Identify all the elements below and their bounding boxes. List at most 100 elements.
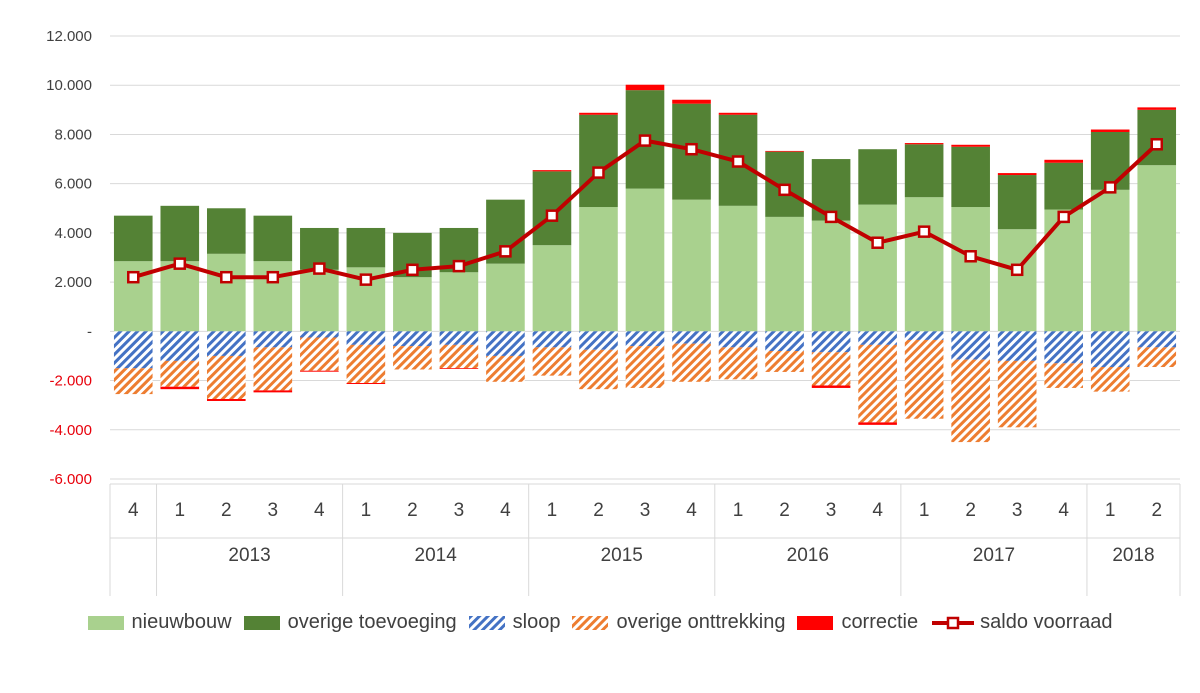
bar-overige-toevoeging [1090,131,1130,190]
quarter-label: 1 [361,500,372,521]
saldo-voorraad-point [871,236,884,249]
bar-correctie [300,370,339,372]
y-axis-ticks: 12.000 10.000 8.000 6.000 4.000 2.000 - -2.000 -… [46,28,92,488]
bar-overige-onttrekking [579,349,618,390]
quarter-label: 2 [1151,500,1162,521]
bar-overige-onttrekking [439,344,479,369]
y-tick-label: 2.000 [54,274,92,291]
quarter-label: 2 [593,500,604,521]
y-tick-label: 10.000 [46,77,92,94]
bar-overige-onttrekking [1137,347,1177,368]
bar-overige-onttrekking [300,337,339,371]
y-tick-label: -4.000 [49,422,92,439]
bar-overige-onttrekking [206,355,246,400]
quarter-label: 3 [826,500,837,521]
stacked-bar-chart: 12.000 10.000 8.000 6.000 4.000 2.000 - -2.000 -… [46,28,1181,596]
saldo-voorraad-point [1103,181,1117,194]
saldo-voorraad-point [1057,210,1070,224]
year-label: 2014 [415,545,458,566]
legend-label: overige onttrekking [616,611,786,633]
quarter-label: 2 [965,500,976,521]
bar-overige-toevoeging [346,227,386,268]
bar-sloop [1044,331,1084,364]
bar-overige-onttrekking [858,344,897,423]
year-label: 2018 [1112,545,1154,566]
quarter-label: 1 [547,500,558,521]
bar-overige-toevoeging [904,144,944,198]
bar-nieuwbouw [811,220,851,332]
bar-sloop [160,331,200,361]
category-axis: 4 1 2 3 4 1 2 3 4 1 2 3 4 1 2 3 4 1 2 3 4 1 2 2013 2014 2015 2016 2… [109,483,1181,596]
bar-nieuwbouw [951,207,990,332]
quarter-label: 4 [314,500,325,521]
saldo-voorraad-point [127,270,140,284]
bar-sloop [346,331,386,345]
bar-sloop [486,331,525,356]
saldo-voorraad-point [359,273,373,286]
saldo-voorraad-point [220,270,233,284]
quarter-label: 1 [919,500,930,521]
bar-nieuwbouw [1044,209,1084,332]
bar-correctie [1090,129,1130,132]
quarter-label: 4 [686,500,697,521]
legend-item-nieuwbouw: nieuwbouw [87,611,232,634]
bar-overige-onttrekking [625,346,665,388]
saldo-voorraad-point [545,209,559,222]
bar-correctie [951,144,990,147]
bar-overige-onttrekking [672,343,711,382]
legend: nieuwbouw overige toevoeging sloop overige … [0,611,1200,634]
bar-correctie [672,99,711,104]
bar-correctie [625,84,665,91]
bar-sloop [300,331,339,338]
saldo-voorraad-point [1010,263,1024,277]
year-label: 2016 [787,545,829,566]
bar-overige-onttrekking [393,346,432,370]
saldo-voorraad-point [917,225,931,238]
legend-swatch [87,615,124,630]
saldo-voorraad-point [592,166,605,179]
bar-overige-onttrekking [532,347,572,376]
bar-nieuwbouw [206,253,246,332]
saldo-voorraad-point [266,270,280,284]
legend-label: sloop [512,611,561,633]
bar-overige-onttrekking [486,355,525,382]
bar-overige-toevoeging [160,205,200,262]
y-tick-label: -2.000 [49,373,92,390]
bar-correctie [160,386,200,390]
bar-sloop [718,331,758,348]
bar-overige-toevoeging [579,114,618,208]
saldo-voorraad-point [1150,138,1163,151]
saldo-voorraad-point [638,134,652,147]
bar-nieuwbouw [672,199,711,332]
quarter-label: 2 [407,500,418,521]
bar-correctie [579,112,618,115]
legend-swatch [243,615,280,630]
legend-item-overige-onttrekking: overige onttrekking [572,611,785,634]
saldo-voorraad-point [313,262,326,275]
bar-overige-toevoeging [113,215,153,262]
legend-swatch [932,616,975,629]
bar-overige-onttrekking [113,368,153,395]
bar-correctie [765,150,804,152]
quarter-label: 4 [500,500,511,521]
bar-sloop [206,331,246,356]
saldo-voorraad-point [685,142,698,156]
bar-sloop [951,331,990,360]
bar-nieuwbouw [904,197,944,332]
year-label: 2015 [601,545,643,566]
bar-sloop [532,331,572,348]
bar-correctie [1137,107,1177,110]
y-tick-label: - [87,323,92,340]
bar-overige-onttrekking [1090,367,1130,392]
y-tick-label: 12.000 [46,28,92,45]
bar-sloop [858,331,897,345]
bar-overige-onttrekking [253,347,293,391]
quarter-label: 4 [872,500,883,521]
bar-overige-onttrekking [765,351,804,372]
quarter-label: 1 [174,500,185,521]
legend-item-correctie: correctie [797,611,918,634]
bar-overige-toevoeging [206,208,246,254]
bar-overige-toevoeging [858,149,897,205]
bar-sloop [1090,331,1130,368]
bar-nieuwbouw [532,245,572,332]
